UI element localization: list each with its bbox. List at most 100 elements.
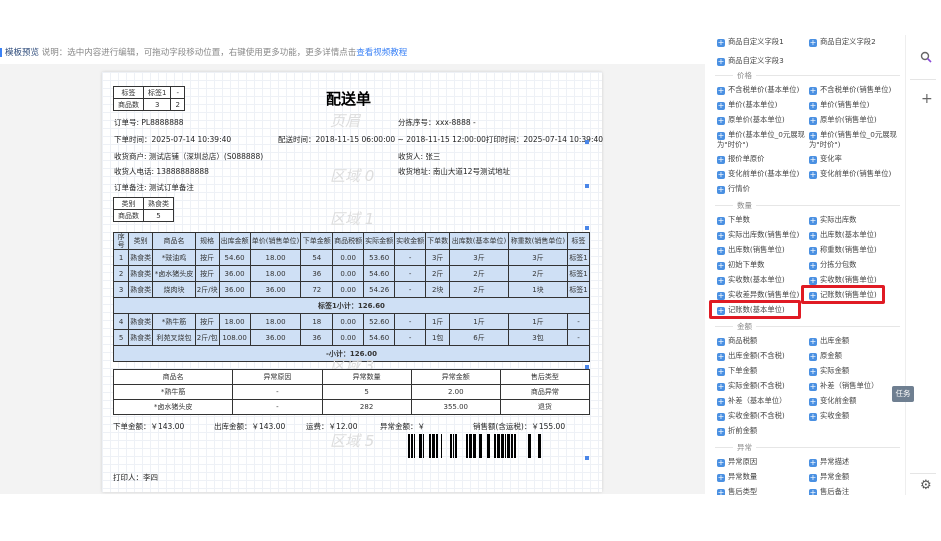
table-cell[interactable]: 108.00	[218, 329, 251, 346]
table-cell[interactable]: 18.00	[249, 313, 302, 330]
add-field-icon[interactable]: +	[809, 170, 817, 179]
field-item[interactable]: + 单价(基本单位_0元展现为"时价")	[717, 130, 809, 149]
column-header[interactable]: 出库金额	[218, 232, 251, 250]
table-cell[interactable]: 退货	[499, 399, 591, 415]
table-cell[interactable]: 标签1	[567, 249, 590, 266]
add-field-icon[interactable]: +	[809, 367, 817, 376]
field-item[interactable]: + 实收金额	[809, 411, 901, 421]
table-cell[interactable]: 熟食类	[128, 329, 154, 346]
add-field-icon[interactable]: +	[717, 291, 725, 300]
table-cell[interactable]: 36.00	[218, 265, 251, 282]
table-cell[interactable]: 0.00	[332, 313, 365, 330]
field-item[interactable]: + 单价(销售单位_0元展现为"时价")	[809, 130, 901, 149]
table-cell[interactable]: -	[232, 384, 323, 400]
table-cell[interactable]: 36.00	[249, 281, 302, 298]
column-header[interactable]: 类别	[128, 232, 154, 250]
table-cell[interactable]: 熟食类	[128, 265, 154, 282]
add-field-icon[interactable]: +	[809, 276, 817, 285]
add-field-icon[interactable]: +	[809, 337, 817, 346]
column-header[interactable]: 出库数(基本单位)	[449, 232, 509, 250]
table-cell[interactable]: *豉油鸡	[152, 249, 196, 266]
add-field-icon[interactable]: +	[717, 412, 725, 421]
add-field-icon[interactable]: +	[717, 86, 725, 95]
table-cell[interactable]: -	[394, 313, 427, 330]
exception-amount[interactable]: 异常金额：￥	[380, 422, 425, 431]
add-field-icon[interactable]: +	[717, 155, 725, 164]
tag-table[interactable]: 标签 标签1- 商品数 3 2	[113, 86, 185, 111]
table-cell[interactable]: 标签	[113, 86, 144, 99]
table-cell[interactable]: 2斤	[425, 265, 451, 282]
add-field-icon[interactable]: +	[809, 458, 817, 467]
field-item[interactable]: + 商品自定义字段2	[809, 37, 901, 47]
add-field-icon[interactable]: +	[717, 246, 725, 255]
table-cell[interactable]: 利苑叉烧包	[152, 329, 196, 346]
column-header[interactable]: 实际金额	[363, 232, 396, 250]
plus-icon[interactable]: +	[921, 91, 933, 107]
receiver[interactable]: 收货人: 张三	[398, 152, 441, 161]
table-cell[interactable]: 4	[112, 313, 130, 330]
table-cell[interactable]: 1	[112, 249, 130, 266]
field-item[interactable]: + 实收数(基本单位)	[717, 275, 809, 285]
add-field-icon[interactable]: +	[717, 116, 725, 125]
table-cell[interactable]: 烧肉块	[152, 281, 196, 298]
field-item[interactable]: + 售后备注	[809, 487, 901, 495]
table-cell[interactable]: 2斤	[507, 265, 569, 282]
column-header[interactable]: 下单金额	[300, 232, 334, 250]
table-cell[interactable]: -	[232, 399, 323, 415]
table-cell[interactable]: 52.60	[363, 313, 396, 330]
order-time[interactable]: 下单时间：2025-07-14 10:39:40	[114, 135, 232, 144]
field-item[interactable]: + 不含税单价(销售单位)	[809, 85, 901, 95]
add-field-icon[interactable]: +	[717, 337, 725, 346]
field-item[interactable]: + 行情价	[717, 184, 809, 194]
table-cell[interactable]: 商品数	[113, 98, 144, 111]
field-item[interactable]: + 商品税额	[717, 336, 809, 346]
barcode[interactable]	[408, 434, 550, 458]
field-item[interactable]: + 初始下单数	[717, 260, 809, 270]
add-field-icon[interactable]: +	[809, 473, 817, 482]
table-cell[interactable]: 异常数量	[321, 369, 412, 385]
table-cell[interactable]: 3斤	[507, 249, 569, 266]
add-field-icon[interactable]: +	[717, 231, 725, 240]
field-item[interactable]: + 实际金额	[809, 366, 901, 376]
field-item[interactable]: + 补差（销售单位）	[809, 381, 901, 391]
table-cell[interactable]: 3斤	[425, 249, 451, 266]
table-cell[interactable]: 0.00	[332, 329, 365, 346]
field-item[interactable]: + 变化前金额	[809, 396, 901, 406]
add-field-icon[interactable]: +	[717, 170, 725, 179]
total-out-amount[interactable]: 出库金额：￥143.00	[214, 422, 286, 431]
table-cell[interactable]: *熟牛筋	[112, 384, 234, 400]
table-cell[interactable]: 标签1	[142, 86, 172, 99]
field-item[interactable]: + 原单价(基本单位)	[717, 115, 809, 125]
table-cell[interactable]: 3	[112, 281, 130, 298]
exception-table[interactable]: 商品名 异常原因 异常数量 异常金额 售后类型 *熟牛筋 -5 2.00 商品异常 *卤水猪头皮 -…	[112, 369, 591, 415]
table-cell[interactable]: 5	[143, 209, 174, 222]
field-item[interactable]: + 实际出库数(销售单位)	[717, 230, 809, 240]
table-cell[interactable]: 2斤	[449, 281, 509, 298]
table-cell[interactable]: 0.00	[332, 249, 365, 266]
table-cell[interactable]: 18.00	[218, 313, 251, 330]
field-item[interactable]: + 分拣分包数	[809, 260, 901, 270]
field-item[interactable]: + 异常数量	[717, 472, 809, 482]
table-cell[interactable]: -	[394, 249, 427, 266]
freight[interactable]: 运费：￥12.00	[306, 422, 358, 431]
field-item[interactable]: + 异常描述	[809, 457, 901, 467]
field-item[interactable]: + 实际出库数	[809, 215, 901, 225]
receiver-phone[interactable]: 收货人电话: 13888888888	[114, 167, 209, 176]
doc-title[interactable]: 配送单	[326, 90, 372, 108]
table-cell[interactable]: 355.00	[410, 399, 501, 415]
add-field-icon[interactable]: +	[809, 216, 817, 225]
table-cell[interactable]: 2块	[425, 281, 451, 298]
add-field-icon[interactable]: +	[717, 38, 725, 47]
table-cell[interactable]: 熟食类	[128, 313, 154, 330]
column-header[interactable]: 单价(销售单位)	[249, 232, 302, 250]
table-cell[interactable]: 5	[112, 329, 130, 346]
column-header[interactable]: 标签	[567, 232, 590, 250]
field-item[interactable]: + 商品自定义字段3	[717, 56, 809, 66]
table-cell[interactable]: 1包	[425, 329, 451, 346]
table-cell[interactable]: 熟食类	[143, 197, 174, 210]
add-field-icon[interactable]: +	[717, 352, 725, 361]
table-cell[interactable]: 商品名	[112, 369, 234, 385]
sort-no[interactable]: 分拣序号：xxx-8888 -	[398, 118, 476, 127]
table-cell[interactable]: 5	[321, 384, 412, 400]
add-field-icon[interactable]: +	[717, 57, 725, 66]
